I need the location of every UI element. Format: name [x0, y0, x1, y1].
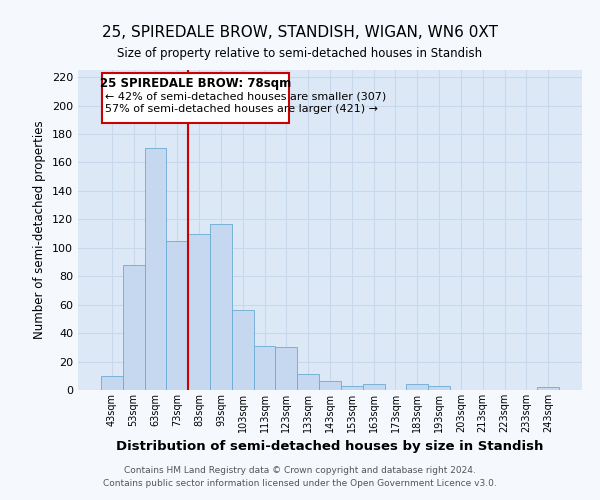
Bar	[254, 346, 275, 390]
Bar	[166, 240, 188, 390]
Y-axis label: Number of semi-detached properties: Number of semi-detached properties	[34, 120, 46, 340]
Bar	[188, 234, 210, 390]
Bar	[101, 376, 123, 390]
Bar	[123, 265, 145, 390]
Text: Contains HM Land Registry data © Crown copyright and database right 2024.
Contai: Contains HM Land Registry data © Crown c…	[103, 466, 497, 487]
Bar	[363, 384, 385, 390]
Text: 25, SPIREDALE BROW, STANDISH, WIGAN, WN6 0XT: 25, SPIREDALE BROW, STANDISH, WIGAN, WN6…	[102, 25, 498, 40]
X-axis label: Distribution of semi-detached houses by size in Standish: Distribution of semi-detached houses by …	[116, 440, 544, 454]
Bar	[319, 382, 341, 390]
Text: ← 42% of semi-detached houses are smaller (307): ← 42% of semi-detached houses are smalle…	[105, 92, 386, 102]
Text: 57% of semi-detached houses are larger (421) →: 57% of semi-detached houses are larger (…	[105, 104, 378, 114]
Bar	[145, 148, 166, 390]
Bar	[406, 384, 428, 390]
Bar	[341, 386, 363, 390]
Text: Size of property relative to semi-detached houses in Standish: Size of property relative to semi-detach…	[118, 48, 482, 60]
FancyBboxPatch shape	[102, 73, 289, 122]
Bar	[297, 374, 319, 390]
Bar	[232, 310, 254, 390]
Bar	[210, 224, 232, 390]
Bar	[428, 386, 450, 390]
Bar	[275, 348, 297, 390]
Bar	[537, 387, 559, 390]
Text: 25 SPIREDALE BROW: 78sqm: 25 SPIREDALE BROW: 78sqm	[100, 77, 291, 90]
